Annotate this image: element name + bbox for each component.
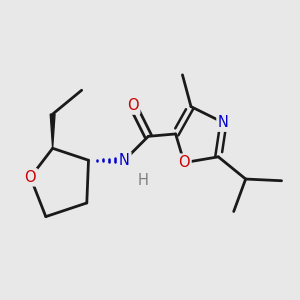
Text: N: N: [218, 115, 229, 130]
Text: O: O: [178, 155, 190, 170]
Text: O: O: [25, 170, 36, 185]
Text: O: O: [127, 98, 139, 113]
Text: N: N: [119, 153, 130, 168]
Polygon shape: [50, 114, 55, 148]
Text: H: H: [138, 173, 148, 188]
